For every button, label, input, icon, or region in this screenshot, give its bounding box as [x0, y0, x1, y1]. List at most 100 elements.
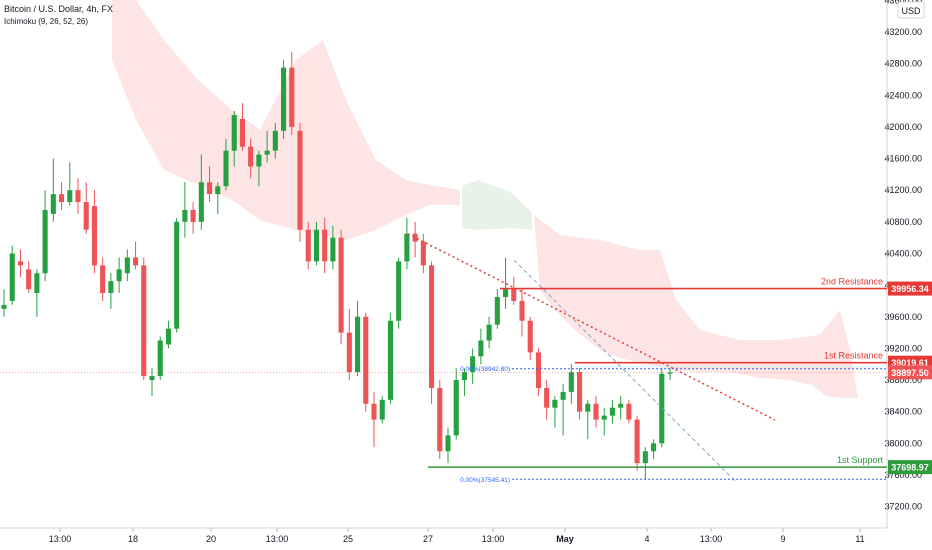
- candle[interactable]: [494, 289, 500, 329]
- candle-body: [486, 324, 492, 341]
- candle[interactable]: [256, 150, 262, 187]
- candle[interactable]: [59, 182, 65, 210]
- candle[interactable]: [568, 364, 574, 404]
- support-level[interactable]: 1st Support 37698.97: [428, 455, 932, 475]
- candle[interactable]: [190, 202, 196, 234]
- candle[interactable]: [165, 320, 171, 349]
- candle[interactable]: [355, 300, 361, 377]
- candle-body: [412, 233, 418, 242]
- candle[interactable]: [116, 257, 122, 294]
- candle[interactable]: [552, 395, 558, 428]
- candle[interactable]: [182, 182, 188, 238]
- candle[interactable]: [264, 130, 270, 163]
- candle[interactable]: [248, 138, 254, 179]
- candle[interactable]: [124, 249, 130, 282]
- support-resistance-levels[interactable]: 2nd Resistance 39956.34 1st Resistance 3901…: [0, 277, 932, 484]
- candle[interactable]: [535, 348, 541, 396]
- candle[interactable]: [363, 312, 369, 412]
- candlestick-series[interactable]: [1, 51, 673, 479]
- candle[interactable]: [461, 368, 467, 396]
- candle[interactable]: [330, 225, 336, 270]
- fib-level[interactable]: 0.00%(38942.80): [460, 366, 887, 373]
- candle[interactable]: [133, 241, 139, 270]
- candle[interactable]: [17, 249, 23, 278]
- candle[interactable]: [198, 154, 204, 230]
- candle[interactable]: [272, 122, 278, 159]
- candle[interactable]: [141, 257, 147, 381]
- candle[interactable]: [50, 158, 56, 222]
- descending-trendline[interactable]: [407, 233, 776, 421]
- candle[interactable]: [412, 221, 418, 258]
- candle[interactable]: [651, 439, 657, 460]
- candle[interactable]: [593, 395, 599, 428]
- candle[interactable]: [618, 395, 624, 420]
- currency-selector[interactable]: [897, 1, 925, 19]
- candle[interactable]: [601, 407, 607, 436]
- candle[interactable]: [519, 289, 525, 337]
- candle[interactable]: [223, 138, 229, 191]
- candle[interactable]: [634, 415, 640, 472]
- candle[interactable]: [231, 111, 237, 167]
- time-axis[interactable]: 13:00 18 20 13:00 25 27 13:00 May 4 13:00 9 11: [49, 528, 865, 544]
- candle[interactable]: [527, 316, 533, 361]
- candle[interactable]: [149, 368, 155, 396]
- candle[interactable]: [503, 257, 509, 309]
- candle-body: [355, 316, 361, 373]
- candle[interactable]: [379, 395, 385, 424]
- candle[interactable]: [1, 289, 7, 317]
- candle[interactable]: [577, 368, 583, 420]
- candle[interactable]: [420, 233, 426, 274]
- candle[interactable]: [544, 380, 550, 420]
- candle[interactable]: [667, 368, 673, 381]
- candle[interactable]: [207, 166, 213, 203]
- candle[interactable]: [486, 316, 492, 349]
- candle-body: [503, 289, 509, 297]
- candle[interactable]: [470, 348, 476, 384]
- candle[interactable]: [626, 399, 632, 424]
- candle[interactable]: [297, 122, 303, 242]
- candle[interactable]: [437, 380, 443, 460]
- candle[interactable]: [281, 59, 287, 139]
- candle[interactable]: [26, 261, 32, 294]
- candle[interactable]: [429, 261, 435, 404]
- candle[interactable]: [157, 336, 163, 381]
- candle[interactable]: [609, 399, 615, 424]
- candle[interactable]: [371, 391, 377, 448]
- price-axis[interactable]: 37200.00 37600.00 38000.00 38400.00 38800.00…: [884, 0, 922, 512]
- ichimoku-cloud-bearish-right: [534, 215, 858, 398]
- candle-body: [108, 281, 114, 294]
- candle[interactable]: [91, 190, 97, 274]
- candle[interactable]: [108, 273, 114, 309]
- candle[interactable]: [404, 217, 410, 270]
- candle[interactable]: [313, 221, 319, 266]
- candle[interactable]: [585, 399, 591, 440]
- candle[interactable]: [642, 447, 648, 479]
- fib-trend-line[interactable]: [513, 259, 736, 482]
- candle[interactable]: [174, 217, 180, 333]
- candle[interactable]: [83, 182, 89, 234]
- candle[interactable]: [560, 383, 566, 436]
- candle[interactable]: [511, 277, 517, 305]
- candle[interactable]: [100, 257, 106, 301]
- candle[interactable]: [387, 312, 393, 404]
- candle[interactable]: [289, 51, 295, 135]
- candle[interactable]: [659, 368, 665, 448]
- candle[interactable]: [215, 182, 221, 214]
- candle[interactable]: [42, 190, 48, 282]
- fib-level[interactable]: 0.00%(37545.41): [460, 477, 887, 484]
- candle[interactable]: [322, 217, 328, 274]
- candle[interactable]: [396, 257, 402, 329]
- candle[interactable]: [338, 229, 344, 345]
- candle[interactable]: [445, 427, 451, 464]
- candle[interactable]: [67, 162, 73, 207]
- candle[interactable]: [75, 178, 81, 214]
- candle[interactable]: [239, 103, 245, 151]
- candle[interactable]: [346, 308, 352, 381]
- candle[interactable]: [453, 368, 459, 440]
- candle[interactable]: [305, 221, 311, 270]
- resistance-level[interactable]: 2nd Resistance 39956.34: [500, 277, 932, 296]
- candle[interactable]: [34, 269, 40, 317]
- candle[interactable]: [478, 328, 484, 365]
- candle[interactable]: [9, 245, 15, 305]
